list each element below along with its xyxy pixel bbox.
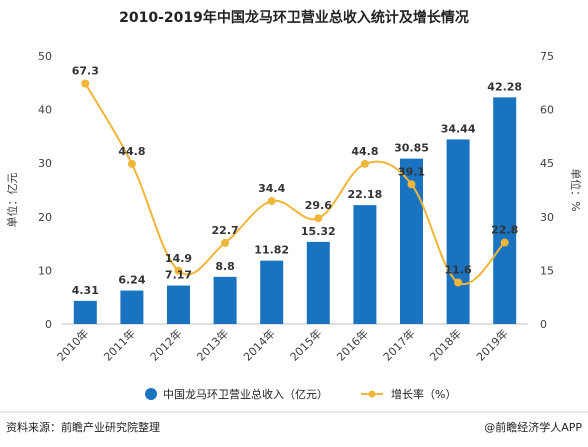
y-axis-label-left: 单位：亿元: [5, 173, 19, 228]
x-tick-label: 2015年: [287, 326, 324, 363]
bar: [306, 241, 330, 324]
bar: [167, 285, 190, 324]
bar-value-label: 11.82: [254, 244, 289, 257]
x-tick-label: 2019年: [473, 326, 510, 363]
bar-value-label: 42.28: [487, 80, 522, 93]
footer-source: 资料来源：前瞻产业研究院整理: [6, 420, 160, 434]
y-tick-left: 40: [38, 104, 52, 117]
bar-value-label: 22.18: [348, 188, 383, 201]
growth-point: [267, 197, 276, 206]
bar-value-label: 4.31: [72, 284, 99, 297]
growth-point: [454, 278, 463, 287]
growth-point: [407, 180, 416, 189]
y-tick-left: 0: [45, 318, 52, 331]
x-tick-label: 2012年: [147, 326, 184, 363]
y-tick-right: 75: [540, 50, 554, 63]
legend-line-dot: [368, 390, 376, 398]
bar-value-label: 30.85: [394, 142, 429, 155]
y-tick-right: 30: [540, 211, 554, 224]
chart-title: 2010-2019年中国龙马环卫营业总收入统计及增长情况: [119, 9, 469, 26]
growth-point: [314, 214, 323, 223]
growth-value-label: 34.4: [258, 182, 285, 195]
y-tick-left: 50: [38, 50, 52, 63]
bar: [213, 276, 237, 324]
bar: [353, 205, 377, 324]
y-tick-left: 10: [38, 264, 52, 277]
y-axis-label-right: 单位：%: [569, 168, 583, 211]
x-tick-label: 2014年: [240, 326, 277, 363]
footer-brand: @前瞻经济学人APP: [484, 420, 582, 434]
bar-value-label: 34.44: [441, 122, 476, 135]
growth-value-label: 44.8: [351, 145, 378, 158]
growth-value-label: 22.8: [491, 224, 518, 237]
growth-point: [500, 238, 509, 247]
bar: [493, 97, 517, 324]
bar: [120, 290, 144, 324]
x-tick-label: 2018年: [427, 326, 464, 363]
x-tick-label: 2011年: [101, 326, 138, 363]
y-tick-right: 15: [540, 264, 554, 277]
bar: [73, 300, 97, 324]
growth-value-label: 39.1: [398, 165, 425, 178]
legend-line-label: 增长率（%）: [391, 387, 456, 401]
x-tick-label: 2010年: [54, 326, 91, 363]
y-tick-left: 30: [38, 157, 52, 170]
growth-point: [221, 238, 230, 247]
growth-point: [360, 159, 369, 168]
growth-line: [84, 83, 506, 286]
y-tick-left: 20: [38, 211, 52, 224]
growth-value-label: 14.9: [165, 252, 192, 265]
growth-point: [81, 79, 90, 88]
legend-bar-label: 中国龙马环卫营业总收入（亿元）: [163, 387, 328, 401]
x-tick-label: 2017年: [380, 326, 417, 363]
growth-value-label: 44.8: [118, 145, 145, 158]
growth-value-label: 11.6: [445, 264, 472, 277]
bar-value-label: 15.32: [301, 225, 336, 238]
growth-point: [127, 159, 136, 168]
growth-point: [174, 266, 183, 275]
x-tick-label: 2016年: [334, 326, 371, 363]
bar: [446, 139, 470, 324]
bar: [400, 158, 423, 324]
bar: [260, 260, 284, 324]
bar-value-label: 7.17: [165, 269, 192, 282]
legend-bar-marker: [145, 388, 157, 400]
x-tick-label: 2013年: [194, 326, 231, 363]
growth-value-label: 67.3: [72, 65, 99, 78]
y-tick-right: 0: [540, 318, 547, 331]
y-tick-right: 60: [540, 104, 554, 117]
bar-value-label: 8.8: [215, 260, 235, 273]
growth-value-label: 29.6: [305, 199, 332, 212]
bar-value-label: 6.24: [118, 274, 145, 287]
growth-value-label: 22.7: [212, 224, 239, 237]
y-tick-right: 45: [540, 157, 554, 170]
legend: 中国龙马环卫营业总收入（亿元） 增长率（%）: [145, 387, 456, 401]
plot-area: 0 10 20 30 40 50 0 15 30 45 60 75 2010年 2011年 2012年 201…: [38, 50, 554, 364]
